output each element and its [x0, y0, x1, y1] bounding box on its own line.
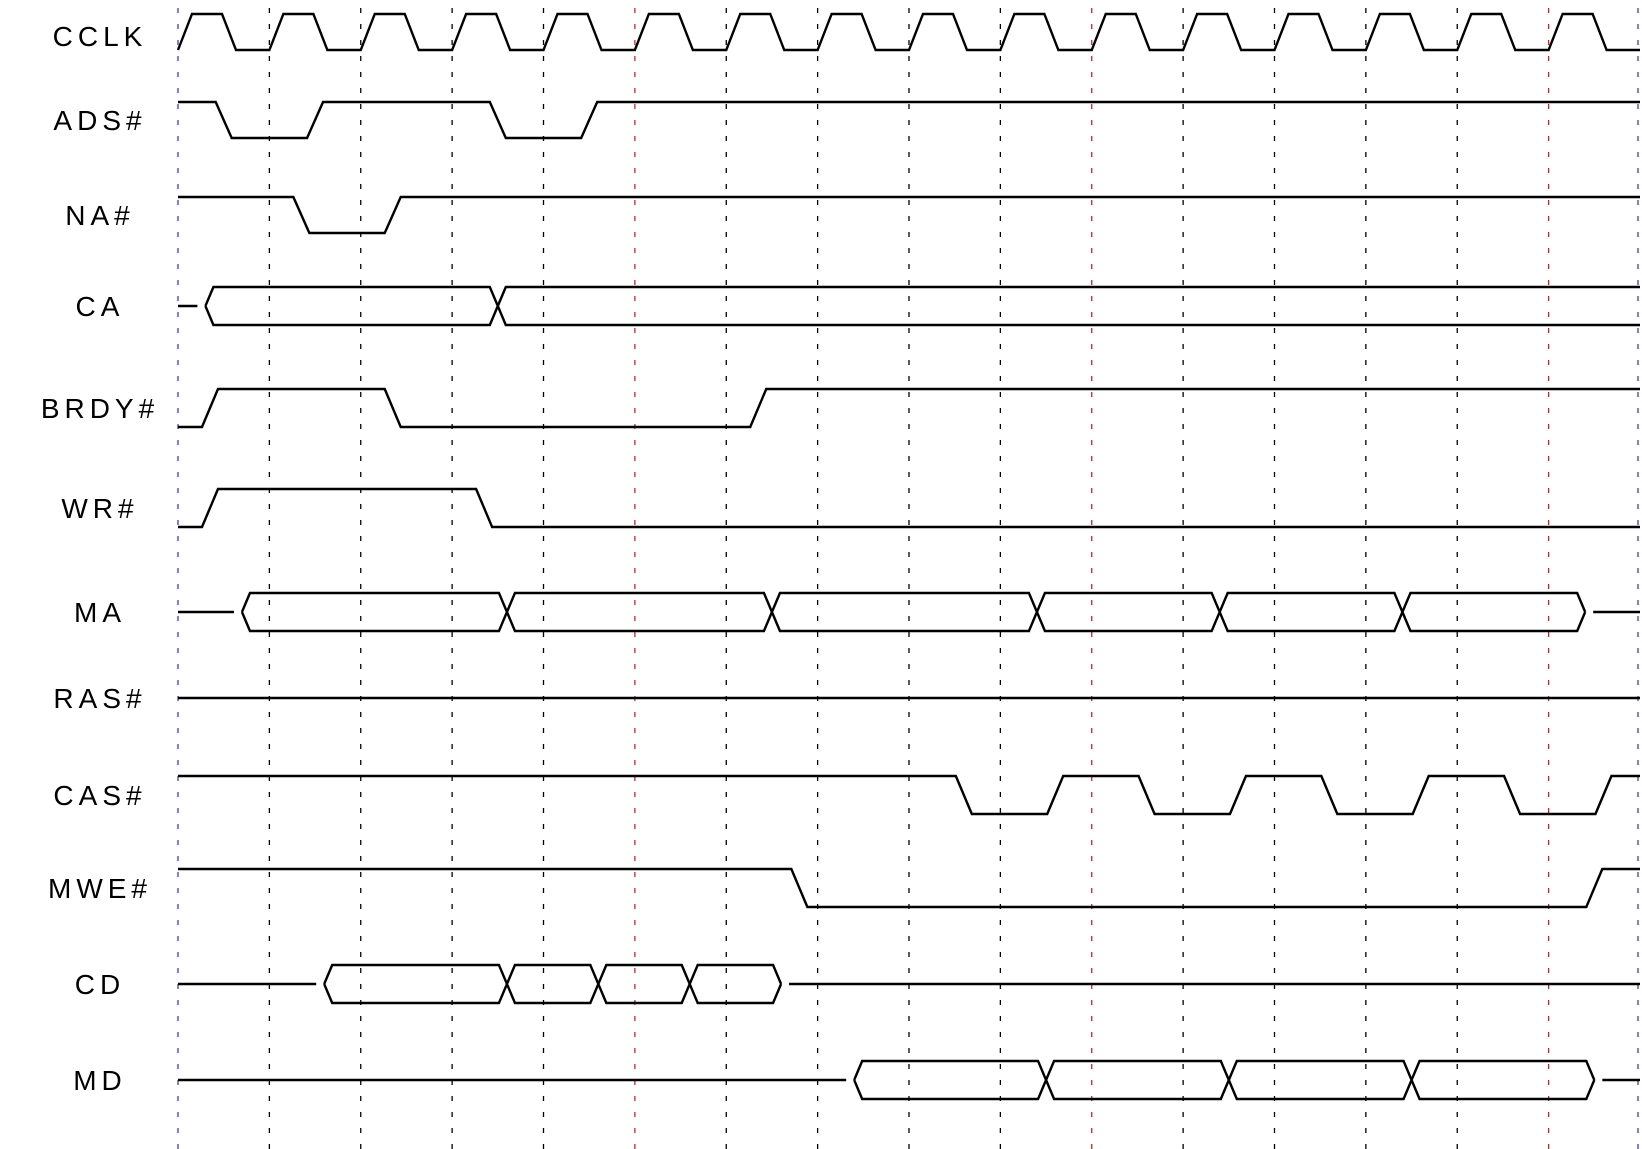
gridlines: [177, 8, 1639, 1149]
signal-label-cas-n: CAS#: [53, 780, 146, 811]
bus-segment-ma-4: [1035, 591, 1221, 633]
waveform-wr-n: [178, 487, 1640, 529]
bus-segment-cd-3: [597, 963, 691, 1005]
bus-segment-ma-3: [770, 591, 1039, 633]
signal-label-md: MD: [73, 1065, 127, 1096]
bus-segment-cd-4: [688, 963, 783, 1005]
signal-labels: CCLK ADS# NA# CA BRDY# WR# MA RAS# CAS# MWE# CD MD: [41, 21, 159, 1096]
waveform-na-n: [178, 195, 1640, 235]
signal-label-na-n: NA#: [65, 200, 134, 231]
signal-label-brdy-n: BRDY#: [41, 393, 159, 424]
bus-segment-md-4: [1410, 1059, 1596, 1101]
signal-label-ma: MA: [74, 597, 126, 628]
bus-segment-md-1: [853, 1059, 1048, 1101]
signal-label-ca: CA: [76, 291, 125, 322]
bus-segment-ma-6: [1401, 591, 1587, 633]
waveform-brdy-n: [178, 387, 1640, 429]
signal-label-ads-n: ADS#: [53, 105, 146, 136]
waveform-cclk: [176, 12, 1640, 52]
signal-label-wr-n: WR#: [61, 493, 138, 524]
bus-segment-ca-2: [496, 285, 1640, 327]
signal-label-cclk: CCLK: [53, 21, 148, 52]
waveform-ads-n: [178, 100, 1640, 140]
signal-label-mwe-n: MWE#: [48, 873, 152, 904]
signal-label-ras-n: RAS#: [53, 683, 146, 714]
bus-segment-ma-1: [240, 591, 509, 633]
bus-segment-ma-2: [505, 591, 774, 633]
waveforms: [176, 12, 1640, 1101]
bus-segment-cd-1: [323, 963, 509, 1005]
bus-segment-cd-2: [505, 963, 600, 1005]
bus-segment-ma-5: [1218, 591, 1404, 633]
signal-label-cd: CD: [75, 969, 125, 1000]
waveform-cas-n: [178, 774, 1640, 816]
bus-segment-md-3: [1227, 1059, 1413, 1101]
bus-segment-md-2: [1044, 1059, 1230, 1101]
waveform-mwe-n: [178, 867, 1640, 909]
bus-segment-ca-1: [204, 285, 499, 327]
